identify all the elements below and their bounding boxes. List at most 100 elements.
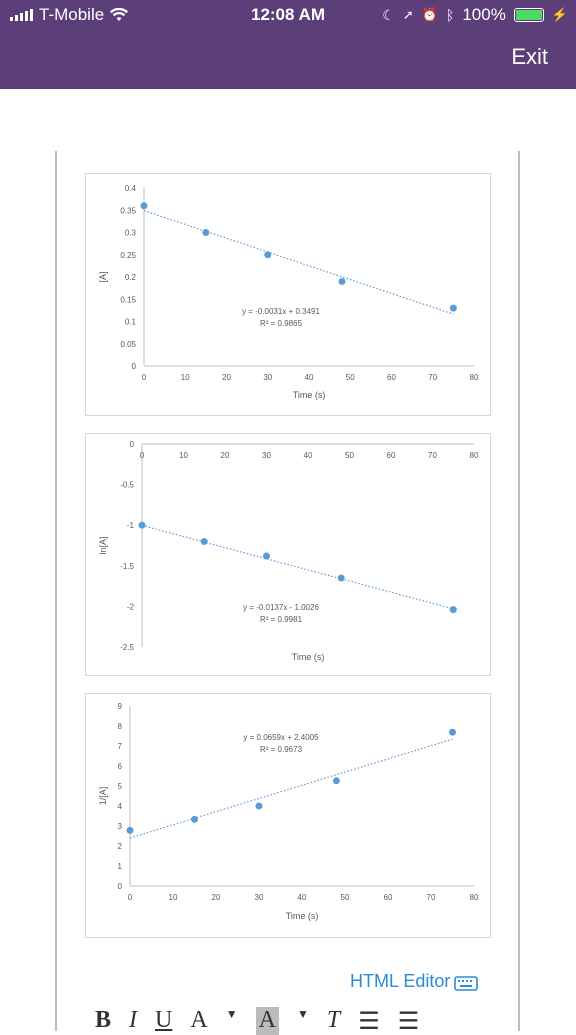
trendline-equation: y = -0.0137x - 1.0026 (243, 603, 319, 612)
editor-content[interactable]: 0 0.05 0.1 0.15 0.2 0.25 0.3 0.35 0.4 0 10 20 30 40 50… (0, 89, 576, 1035)
y-tick-label: 7 (118, 742, 123, 751)
y-tick-label: 0.2 (125, 273, 137, 282)
x-tick-label: 40 (304, 451, 313, 460)
header-bar: Exit (0, 30, 576, 89)
y-tick-label: 0 (118, 882, 123, 891)
x-tick-label: 70 (427, 893, 436, 902)
y-tick-label: 4 (118, 802, 123, 811)
data-point (202, 229, 210, 236)
y-tick-label: 0.1 (125, 318, 137, 327)
clock: 12:08 AM (250, 5, 325, 24)
trendline (143, 210, 454, 315)
chart-inverse-concentration-svg: 0 1 2 3 4 5 6 7 8 9 0 10 20 30 40 50 60 70 80 Time (s) 1/[A]… (98, 702, 479, 921)
trendline-equation: y = -0.0031x + 0.3491 (242, 307, 320, 316)
highlight-button[interactable]: A (255, 1007, 279, 1035)
charging-icon: ⚡ (551, 7, 568, 22)
status-icons: ☾ ➚ ⏰ ᛒ 100% ⚡ (382, 5, 568, 25)
y-tick-label: 1 (118, 862, 123, 871)
x-tick-label: 0 (140, 451, 145, 460)
carrier-label: T-Mobile (39, 5, 105, 24)
r-squared-label: R² = 0.9865 (260, 319, 303, 328)
x-tick-label: 70 (428, 373, 437, 382)
y-tick-label: 9 (118, 702, 123, 711)
moon-icon: ☾ (382, 6, 395, 23)
clear-format-button[interactable]: T (326, 1007, 341, 1033)
y-tick-label: -0.5 (120, 481, 134, 490)
content-right-border (518, 151, 520, 1031)
x-tick-label: 50 (341, 893, 350, 902)
x-tick-label: 20 (212, 893, 221, 902)
chart-inverse-concentration: 0 1 2 3 4 5 6 7 8 9 0 10 20 30 40 50 60 70 80 Time (s) 1/[A]… (85, 693, 491, 938)
x-tick-label: 10 (181, 373, 190, 382)
y-tick-label: 0.25 (120, 251, 136, 260)
x-tick-label: 20 (221, 451, 230, 460)
battery-icon (513, 8, 544, 22)
battery-percent: 100% (462, 5, 506, 24)
underline-button[interactable]: U (155, 1007, 173, 1033)
y-tick-label: 0.05 (120, 340, 136, 349)
y-tick-label: 0.4 (125, 184, 137, 193)
y-tick-label: 0.3 (125, 229, 137, 238)
y-tick-label: 0 (132, 362, 137, 371)
y-tick-label: -2.5 (120, 643, 134, 652)
y-tick-label: 8 (118, 722, 123, 731)
trendline-equation: y = 0.0659x + 2.4005 (243, 733, 319, 742)
status-bar: T-Mobile 12:08 AM ☾ ➚ ⏰ ᛒ 100% ⚡ (0, 0, 576, 30)
x-tick-label: 10 (179, 451, 188, 460)
content-left-border (55, 151, 57, 1031)
data-point (449, 606, 457, 614)
align-left-icon[interactable]: ☰ (358, 1007, 380, 1035)
keyboard-icon (454, 975, 479, 991)
data-point (263, 552, 270, 560)
location-arrow-icon: ➚ (402, 7, 414, 22)
chart-concentration-svg: 0 0.05 0.1 0.15 0.2 0.25 0.3 0.35 0.4 0 10 20 30 40 50… (98, 184, 479, 400)
chart-ln-concentration: 0 -0.5 -1 -1.5 -2 -2.5 0 10 20 30 40 50 60 70 80 Time (… (85, 433, 491, 676)
exit-button[interactable]: Exit (511, 44, 548, 69)
data-point (126, 826, 134, 834)
x-tick-label: 60 (387, 373, 396, 382)
x-tick-label: 0 (128, 893, 133, 902)
trendline (129, 738, 453, 839)
y-tick-label: 0.15 (120, 295, 136, 304)
chevron-down-icon[interactable]: ▼ (225, 1007, 238, 1021)
x-tick-label: 60 (387, 451, 396, 460)
x-axis-title: Time (s) (292, 652, 325, 662)
y-tick-label: -1 (127, 521, 135, 530)
y-axis-title: 1/[A] (98, 787, 108, 806)
r-squared-label: R² = 0.9673 (260, 745, 303, 754)
x-tick-label: 30 (262, 451, 271, 460)
italic-button[interactable]: I (129, 1007, 138, 1033)
align-center-icon[interactable]: ☰ (397, 1007, 420, 1035)
data-point (200, 537, 208, 545)
html-editor-label: HTML Editor (350, 971, 451, 991)
y-tick-label: 0 (130, 440, 135, 449)
data-point (255, 802, 263, 810)
bluetooth-icon: ᛒ (445, 7, 455, 23)
data-point (337, 574, 345, 582)
y-tick-label: -1.5 (120, 562, 134, 571)
x-tick-label: 80 (470, 451, 479, 460)
x-tick-label: 70 (428, 451, 437, 460)
x-tick-label: 20 (222, 373, 231, 382)
data-point (138, 521, 146, 529)
x-tick-label: 10 (169, 893, 178, 902)
signal-bars-icon (10, 9, 33, 21)
font-color-button[interactable]: A (190, 1007, 208, 1033)
html-editor-link[interactable]: HTML Editor (350, 971, 479, 992)
carrier-group: T-Mobile (10, 5, 129, 25)
data-point (338, 277, 346, 285)
chart-ln-concentration-svg: 0 -0.5 -1 -1.5 -2 -2.5 0 10 20 30 40 50 60 70 80 Time (… (98, 440, 479, 662)
data-point (449, 304, 457, 312)
chevron-down-icon[interactable]: ▼ (296, 1007, 309, 1021)
x-tick-label: 80 (470, 893, 479, 902)
battery-fill (515, 10, 542, 20)
data-point (140, 202, 148, 210)
data-point (332, 777, 340, 785)
y-tick-label: 0.35 (120, 206, 136, 215)
y-axis-title: ln[A] (98, 536, 108, 554)
wifi-icon (110, 8, 129, 21)
bold-button[interactable]: B (95, 1007, 112, 1033)
x-tick-label: 50 (345, 451, 354, 460)
x-tick-label: 40 (305, 373, 314, 382)
y-tick-label: 3 (118, 822, 123, 831)
